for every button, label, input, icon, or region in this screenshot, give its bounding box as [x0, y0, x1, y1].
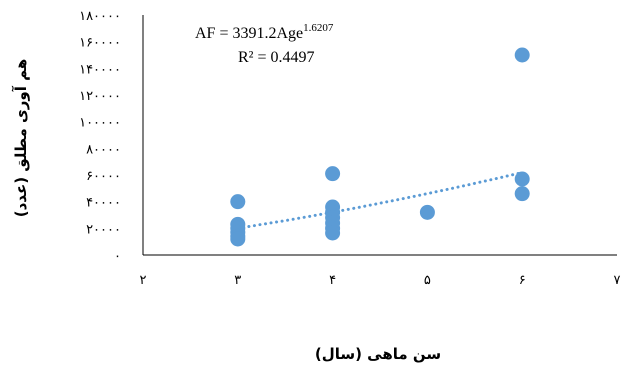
x-tick-label: ۶	[519, 273, 526, 288]
equation-main: AF = 3391.2Age	[195, 25, 303, 42]
x-tick-label: ۷	[614, 273, 621, 288]
x-tick-labels: ۲ ۳ ۴ ۵ ۶ ۷	[140, 273, 621, 288]
trendline	[236, 171, 524, 230]
y-tick-labels: ۰ ۲۰۰۰۰ ۴۰۰۰۰ ۶۰۰۰۰ ۸۰۰۰۰ ۱۰۰۰۰۰ ۱۲۰۰۰۰ ۱۴۰۰۰۰ ۱…	[79, 9, 121, 264]
y-tick-label: ۱۲۰۰۰۰	[79, 89, 121, 104]
y-tick-label: ۱۰۰۰۰۰	[79, 116, 121, 131]
data-point	[325, 166, 341, 182]
data-point	[514, 186, 530, 202]
data-point	[230, 194, 246, 210]
y-tick-label: ۱۶۰۰۰۰	[79, 36, 121, 51]
y-tick-label: ۱۸۰۰۰۰	[79, 9, 121, 24]
x-tick-label: ۵	[424, 273, 431, 288]
data-point	[325, 225, 341, 241]
trendline-group	[236, 171, 524, 230]
axes	[142, 15, 617, 256]
data-point	[514, 171, 530, 187]
y-axis-title: هم آوری مطلق (عدد)	[12, 59, 30, 218]
x-tick-label: ۳	[234, 273, 241, 288]
r-squared-text: R² = 0.4497	[238, 49, 315, 66]
x-tick-label: ۲	[140, 273, 147, 288]
x-tick-label: ۴	[329, 273, 336, 288]
y-tick-label: ۴۰۰۰۰	[86, 196, 121, 211]
x-axis-title: سن ماهی (سال)	[315, 345, 441, 363]
trendline-equation: AF = 3391.2Age1.6207 R² = 0.4497	[195, 22, 334, 66]
y-tick-label: ۸۰۰۰۰	[86, 142, 121, 157]
y-tick-label: ۰	[114, 249, 121, 264]
y-tick-label: ۱۴۰۰۰۰	[79, 62, 121, 77]
equation-text: AF = 3391.2Age1.6207	[195, 22, 334, 42]
y-tick-label: ۶۰۰۰۰	[86, 169, 121, 184]
data-point	[514, 47, 530, 63]
data-point	[230, 231, 246, 247]
data-point	[419, 204, 435, 220]
y-tick-label: ۲۰۰۰۰	[86, 222, 121, 237]
data-points	[230, 47, 530, 247]
equation-exponent: 1.6207	[303, 22, 334, 34]
